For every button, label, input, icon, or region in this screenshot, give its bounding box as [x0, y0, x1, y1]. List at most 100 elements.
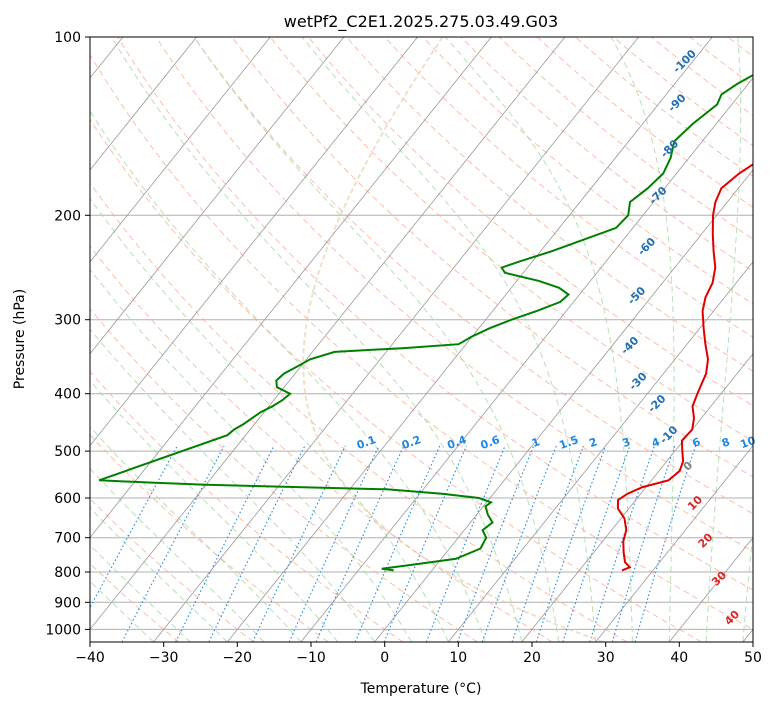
dry-adiabat-line: [90, 118, 702, 642]
mixing-ratio-line: [383, 445, 467, 642]
dry-adiabat-line: [231, 37, 753, 478]
adiabat-label: 40: [722, 608, 742, 628]
x-tick-label: −20: [223, 650, 253, 666]
line-labels: -100-90-80-70-60-50-40-30-20-10010203040…: [355, 47, 758, 628]
adiabat-label: -30: [626, 370, 649, 393]
dry-adiabat-line: [384, 37, 753, 338]
moist-adiabat-line: [90, 110, 486, 642]
moist-adiabat-line: [90, 328, 376, 642]
mixing-ratio-line: [589, 445, 655, 642]
moist-adiabat-line: [90, 379, 339, 642]
dewpoint-line: [98, 73, 753, 572]
reference-curve: [302, 37, 604, 642]
dry-adiabat-line: [766, 37, 775, 642]
adiabat-label: -50: [625, 284, 648, 307]
moist-adiabat-line: [90, 426, 302, 642]
x-tick-label: 40: [670, 650, 688, 666]
y-tick-label: 200: [54, 208, 81, 224]
isotherm-line: [668, 536, 753, 642]
dry-adiabat-line: [90, 53, 753, 630]
x-tick-label: 20: [523, 650, 541, 666]
x-tick-label: −10: [296, 650, 326, 666]
temperature-line: [616, 163, 753, 572]
lcl-curve: [302, 37, 604, 642]
dry-adiabat-line: [574, 37, 753, 177]
moist-adiabat-line: [705, 37, 742, 642]
mixing-ratio-line: [354, 445, 441, 642]
moist-adiabat-line: [90, 197, 449, 642]
y-tick-label: 700: [54, 531, 81, 547]
x-tick-label: 50: [744, 650, 762, 666]
chart-title: wetPf2_C2E1.2025.275.03.49.G03: [284, 12, 558, 32]
mixing-ratio-label: 10: [738, 434, 757, 452]
moist-adiabat-line: [742, 529, 753, 642]
x-axis-label: Temperature (°C): [360, 681, 482, 697]
isotherm-line: [447, 261, 753, 642]
mixing-ratio-label: 0.1: [355, 433, 378, 452]
moist-adiabat-line: [193, 37, 560, 642]
isotherm-line: [90, 37, 197, 171]
dry-adiabat-line: [193, 37, 753, 515]
moist-adiabat-line: [301, 37, 597, 642]
dry-adiabat-line: [536, 37, 753, 209]
dry-adiabat-line: [308, 37, 753, 407]
moist-adiabats: [90, 37, 753, 642]
mixing-ratio-line: [481, 445, 557, 642]
dry-adiabat-line: [460, 37, 753, 272]
y-tick-label: 1000: [45, 622, 81, 638]
moist-adiabat-line: [610, 37, 675, 642]
y-tick-label: 100: [54, 30, 81, 46]
x-tick-label: 30: [597, 650, 615, 666]
x-tick-label: −40: [75, 650, 105, 666]
mixing-ratio-label: 3: [621, 435, 633, 450]
adiabat-label: -20: [645, 392, 668, 415]
plot-frame: [89, 36, 754, 643]
x-tick-label: 10: [449, 650, 467, 666]
mixing-ratio-line: [535, 445, 607, 642]
isotherm-line: [300, 77, 753, 642]
dry-adiabat-line: [117, 37, 753, 591]
moist-adiabat-line: [90, 268, 412, 642]
dry-adiabats: [90, 37, 775, 642]
mixing-ratio-line: [562, 445, 631, 642]
dry-adiabat-line: [90, 434, 329, 642]
dry-adiabat-line: [90, 308, 478, 642]
mixing-ratio-line: [175, 445, 275, 642]
adiabat-label: -10: [657, 423, 680, 446]
y-tick-label: 900: [54, 595, 81, 611]
plot-area: [90, 37, 775, 642]
adiabat-label: -80: [658, 137, 681, 160]
y-tick-label: 800: [54, 565, 81, 581]
isotherm-line: [742, 628, 753, 642]
isotherm-line: [90, 37, 566, 631]
mixing-ratio-line: [634, 445, 697, 642]
moist-adiabat-line: [444, 37, 633, 642]
mixing-ratio-label: 2: [587, 435, 599, 450]
adiabat-label: 0: [681, 458, 696, 473]
y-tick-label: 600: [54, 491, 81, 507]
mixing-ratio-label: 0.6: [479, 433, 502, 452]
mixing-ratio-line: [611, 445, 676, 642]
isotherm-line: [153, 37, 639, 642]
mixing-ratio-label: 1.5: [558, 433, 581, 452]
adiabat-label: -60: [635, 235, 658, 258]
mixing-ratio-line: [208, 445, 306, 642]
y-tick-label: 500: [54, 444, 81, 460]
mixing-ratio-label: 0.2: [400, 433, 423, 452]
isotherms: [90, 37, 753, 642]
moist-adiabat-line: [111, 37, 523, 642]
mixing-ratio-line: [456, 445, 535, 642]
mixing-ratio-line: [90, 445, 178, 609]
mixing-ratio-line: [425, 445, 506, 642]
x-axis-ticks: −40 −30 −20 −10 0 10 20 30 40 50: [75, 642, 762, 666]
adiabat-label: 10: [685, 493, 705, 513]
dry-adiabat-line: [90, 498, 254, 642]
y-axis-ticks: 100 200 300 400 500 600 700 800 900 1000: [45, 30, 90, 638]
dry-adiabat-line: [346, 37, 753, 372]
mixing-ratio-label: 1: [530, 435, 542, 450]
x-tick-label: 0: [380, 650, 389, 666]
mixing-ratio-line: [252, 445, 346, 642]
dry-adiabat-line: [269, 37, 753, 442]
